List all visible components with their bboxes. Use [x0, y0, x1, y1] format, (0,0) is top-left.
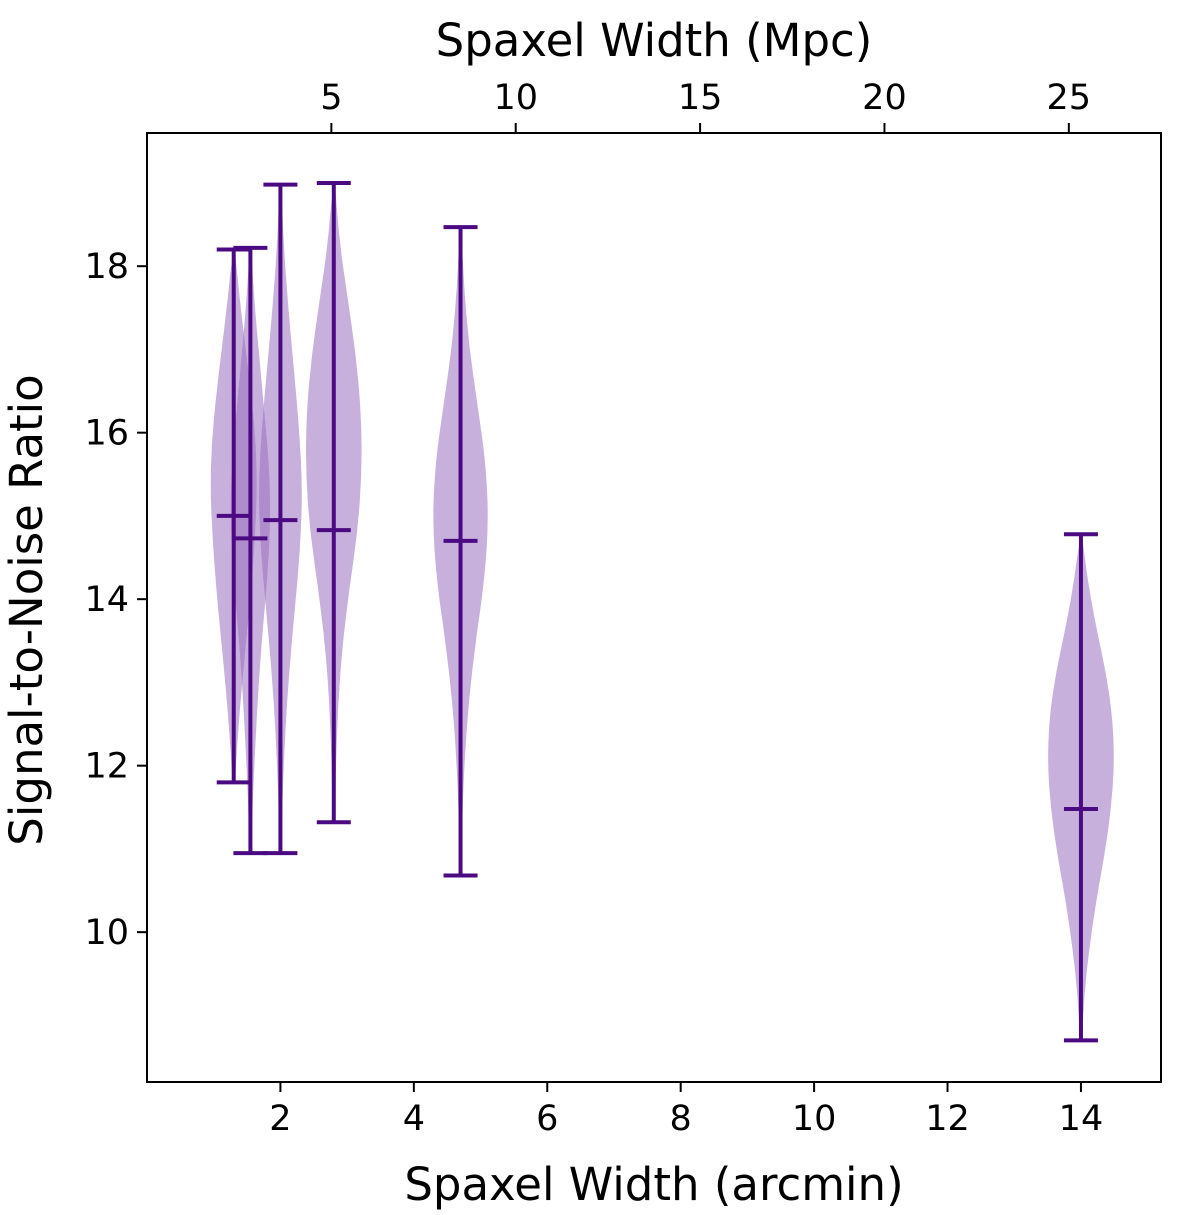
y-tick-label: 18	[84, 247, 129, 287]
violins-layer	[210, 180, 1114, 1043]
x-tick-label: 6	[536, 1099, 558, 1139]
x2-tick-label: 5	[320, 78, 342, 118]
y-tick-label: 14	[84, 580, 129, 620]
x-axis-label: Spaxel Width (arcmin)	[404, 1158, 903, 1211]
y-tick-label: 16	[84, 414, 129, 454]
plot-frame	[146, 132, 1162, 1083]
x2-tick-label: 10	[493, 78, 538, 118]
x-tick-label: 10	[792, 1099, 837, 1139]
x-tick-label: 8	[670, 1099, 692, 1139]
y-axis-label: Signal-to-Noise Ratio	[0, 374, 53, 845]
x-tick-label: 14	[1059, 1099, 1104, 1139]
x2-tick-label: 15	[678, 78, 723, 118]
x-tick-label: 12	[925, 1099, 970, 1139]
y-tick-label: 10	[84, 913, 129, 953]
axes-layer: 2 4 6 8 10 12 14 5 10 15 20 25 10 12 14 16 18	[84, 78, 1162, 1139]
y-tick-label: 12	[84, 747, 129, 787]
x2-tick-label: 25	[1047, 78, 1092, 118]
x2-tick-label: 20	[862, 78, 907, 118]
x-tick-label: 4	[403, 1099, 425, 1139]
x-tick-label: 2	[269, 1099, 291, 1139]
x2-axis-label: Spaxel Width (Mpc)	[436, 14, 873, 67]
